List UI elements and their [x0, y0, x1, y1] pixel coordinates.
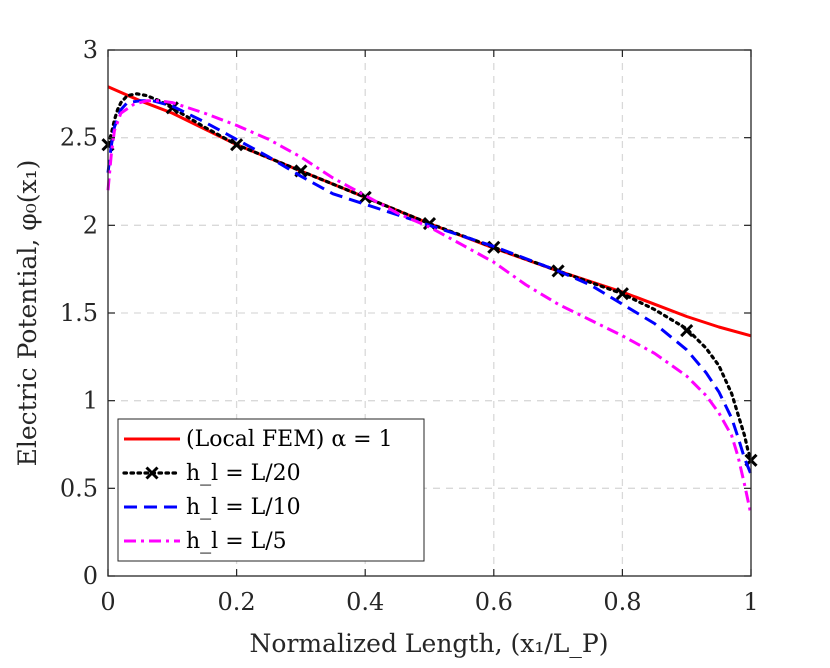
y-tick-label: 2	[83, 211, 98, 239]
series-2-marker	[615, 287, 629, 301]
series-line-4	[106, 99, 753, 515]
legend-label-3: h_l = L/10	[186, 495, 301, 520]
x-tick-label: 0.2	[218, 588, 256, 616]
series-2-marker	[680, 323, 694, 338]
legend-box	[117, 418, 425, 562]
y-tick-label: 1	[83, 387, 98, 415]
x-tick-label: 0.8	[603, 588, 641, 616]
y-axis-label: Electric Potential, φ₀(x₁)	[13, 160, 42, 467]
legend-label-1: (Local FEM) α = 1	[186, 427, 393, 452]
y-tick-label: 0.5	[60, 474, 98, 502]
y-tick-label: 0	[83, 562, 98, 590]
x-tick-label: 0	[100, 588, 115, 616]
series-2-marker	[165, 101, 179, 115]
x-tick-label: 0.4	[346, 588, 384, 616]
x-tick-label: 0.6	[475, 588, 513, 616]
y-tick-label: 2.5	[60, 124, 98, 152]
tick-labels: 0 0.2 0.4 0.6 0.8 1 0 0.5 1 1.5 2 2.5 3	[60, 36, 759, 616]
legend-label-4: h_l = L/5	[186, 529, 287, 554]
ticks	[107, 49, 752, 577]
legend: (Local FEM) α = 1 h_l = L/20 h_l = L/10 h_l…	[117, 418, 425, 562]
series-layer	[101, 85, 758, 515]
x-tick-label: 1	[743, 588, 758, 616]
series-2-marker	[230, 138, 244, 152]
y-tick-label: 1.5	[60, 299, 98, 327]
legend-label-2: h_l = L/20	[186, 461, 301, 486]
y-tick-label: 3	[83, 36, 98, 64]
legend-marker-2	[145, 466, 159, 480]
x-axis-label: Normalized Length, (x₁/L_P)	[250, 629, 609, 658]
